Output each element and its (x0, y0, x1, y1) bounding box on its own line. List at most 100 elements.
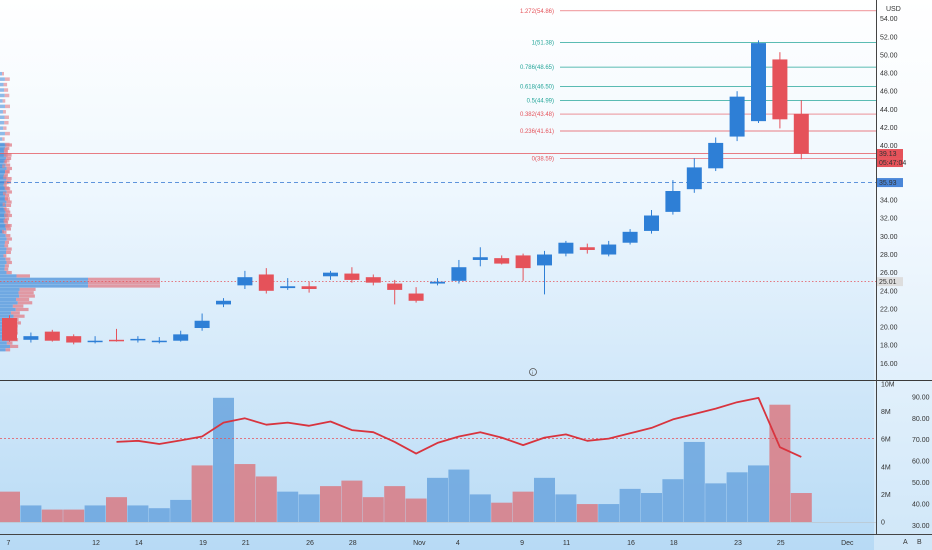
volume-bar (790, 493, 812, 522)
axes: 16.00 18.00 20.00 22.00 24.00 26.00 28.00 30.00… (7, 16, 930, 547)
price-tick-label: 28.00 (880, 252, 898, 259)
profile-bar (4, 224, 10, 228)
candle-body (44, 331, 60, 341)
profile-bar (0, 200, 7, 204)
fib-label: 0.382(43.48) (520, 112, 554, 118)
time-tick-label: 7 (7, 540, 11, 547)
volume-bar (576, 504, 598, 522)
candles[interactable] (2, 40, 809, 345)
profile-bar (0, 148, 4, 152)
profile-bar (0, 294, 20, 298)
auto-scale-button[interactable]: A (903, 539, 908, 546)
profile-bar (0, 234, 6, 238)
profile-bar (0, 193, 6, 197)
candle-body (665, 191, 681, 212)
profile-bar (4, 197, 10, 201)
profile-bar (0, 197, 5, 201)
profile-bar (0, 120, 5, 125)
rsi-tick-label: 70.00 (912, 437, 930, 444)
profile-bar (6, 227, 11, 231)
profile-bar (15, 307, 29, 312)
profile-bar (4, 77, 10, 81)
volume-bar (320, 486, 341, 522)
profile-bar (0, 191, 3, 196)
profile-bar (0, 277, 88, 281)
candle-body (237, 277, 253, 286)
log-scale-button[interactable]: B (917, 539, 922, 546)
price-tick-label: 42.00 (880, 125, 898, 132)
profile-bar (0, 93, 5, 98)
profile-bar (3, 82, 8, 87)
profile-bar (3, 175, 7, 179)
profile-bar (4, 88, 9, 92)
candle-body (558, 242, 574, 254)
time-tick-label: Nov (413, 540, 426, 547)
time-tick-label: 19 (199, 540, 207, 547)
profile-bar (0, 287, 20, 291)
profile-bar (0, 348, 6, 352)
time-tick-label: 18 (670, 540, 678, 547)
volume-tick-label: 2M (881, 492, 891, 499)
info-marker: i (532, 370, 533, 376)
volume-bar (255, 476, 277, 522)
profile-bar (0, 159, 5, 163)
rsi-tick-label: 50.00 (912, 480, 930, 487)
volume-bar (448, 469, 470, 522)
volume-bar (512, 491, 534, 522)
profile-bar (0, 110, 3, 114)
profile-bar (6, 180, 12, 184)
price-tick-label: 16.00 (880, 361, 898, 368)
profile-bar (5, 348, 11, 352)
profile-bar (18, 291, 34, 295)
candle-body (2, 318, 17, 341)
profile-bar (0, 304, 13, 308)
profile-bar (2, 229, 4, 234)
candle-body (87, 340, 103, 343)
settings-icon[interactable]: i (529, 368, 537, 377)
profile-bar (0, 229, 2, 234)
profile-bar (6, 341, 13, 345)
fib-label: 1.272(54.86) (520, 9, 554, 15)
profile-bar (2, 71, 5, 76)
profile-bar (0, 213, 5, 217)
candle-body (708, 142, 724, 169)
profile-bar (2, 110, 6, 114)
candle-body (280, 286, 296, 289)
profile-bar (0, 137, 3, 141)
time-tick-label: 28 (349, 540, 357, 547)
price-badge (877, 158, 903, 168)
profile-bar (0, 224, 5, 228)
profile-bar (0, 237, 7, 241)
profile-bar (0, 284, 88, 288)
volume-bar (0, 491, 20, 522)
profile-bar (0, 270, 7, 275)
profile-bar (0, 77, 5, 81)
profile-bar (16, 274, 30, 278)
profile-bar (88, 277, 160, 281)
profile-bar (0, 260, 7, 265)
profile-bar (4, 150, 8, 154)
fib-label: 0.236(41.61) (520, 129, 554, 135)
profile-bar (6, 250, 11, 255)
volume-tick-label: 6M (881, 437, 891, 444)
profile-bar (6, 270, 12, 275)
profile-bar (6, 153, 12, 157)
profile-bar (0, 210, 6, 214)
volume-bar (41, 509, 63, 522)
volume-tick-label: 10M (881, 382, 895, 389)
volume-bar (106, 497, 127, 522)
profile-bar (5, 163, 11, 167)
volume-bar (748, 465, 769, 522)
profile-bar (3, 148, 8, 152)
volume-bar (234, 464, 256, 522)
price-badge-label: 25.01 (879, 279, 897, 286)
price-badge (877, 149, 903, 159)
price-scale-area[interactable] (874, 0, 932, 550)
volume-bar (277, 491, 299, 522)
price-tick-label: 18.00 (880, 343, 898, 350)
price-badge-label: 35.93 (879, 180, 897, 187)
profile-bar (0, 240, 5, 244)
profile-bar (12, 304, 24, 308)
candle-body (579, 247, 595, 250)
profile-bar (0, 150, 5, 154)
